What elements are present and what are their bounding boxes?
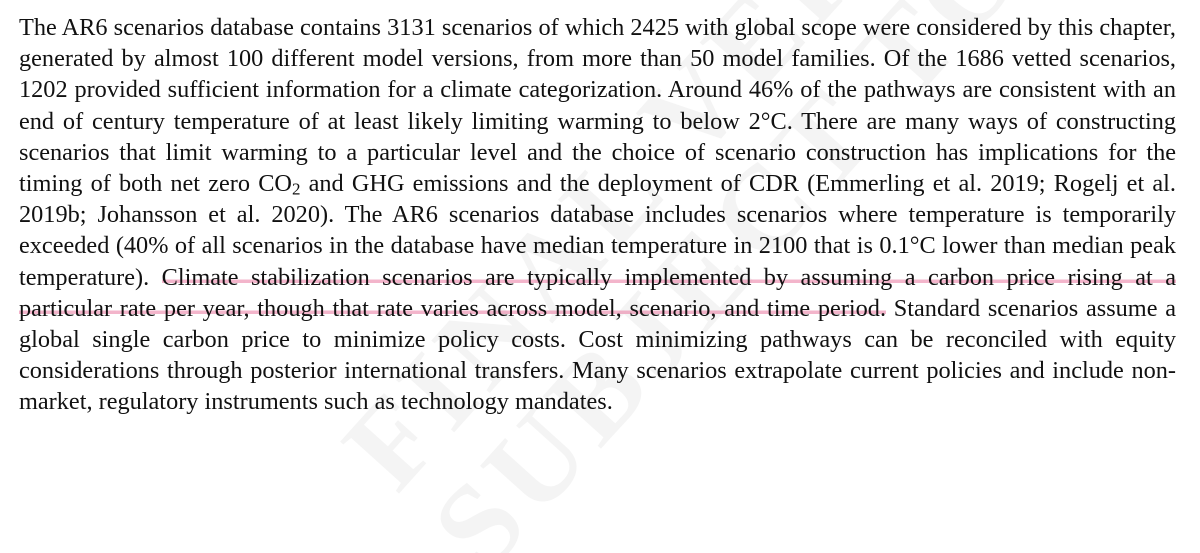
paragraph: The AR6 scenarios database contains 3131… — [19, 12, 1177, 418]
document-text: The AR6 scenarios database contains 3131… — [19, 12, 1177, 418]
co2-subscript: 2 — [291, 179, 301, 199]
paragraph-text-2: and GHG emissions and the deployment of … — [19, 170, 1176, 291]
paragraph-text-3: Standard scenarios assume a global singl… — [19, 294, 1176, 416]
paragraph-text-1: The AR6 scenarios database contains 3131… — [19, 14, 1176, 198]
